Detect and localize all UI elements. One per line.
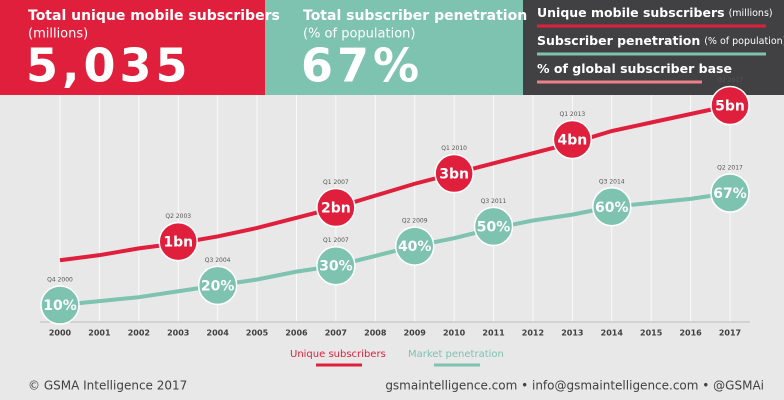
milestone-label: 60%: [595, 200, 629, 216]
milestone-label: 5bn: [715, 99, 745, 115]
panel-title: Total subscriber penetration: [303, 8, 527, 24]
key-label: Subscriber penetration (% of population): [537, 33, 784, 48]
milestone-period: Q4 2000: [47, 277, 73, 284]
key-unit: (% of population): [704, 36, 784, 47]
milestone-period: Q1 2013: [559, 111, 585, 118]
x-tick-label: 2002: [128, 329, 150, 338]
milestone-label: 67%: [713, 186, 747, 202]
milestone: [316, 245, 356, 286]
milestone-label: 50%: [477, 219, 511, 235]
milestone-period: Q3 2011: [481, 198, 507, 205]
x-tick-label: 2009: [404, 329, 427, 338]
x-tick-label: 2007: [325, 329, 347, 338]
milestone-label: 3bn: [439, 167, 469, 183]
milestone: [394, 226, 435, 266]
milestone: [710, 85, 750, 126]
x-tick-label: 2015: [640, 329, 663, 338]
milestone-period: Q2 2009: [402, 218, 428, 225]
milestone: [473, 206, 514, 247]
milestone: [592, 187, 632, 227]
key-name: % of global subscriber base: [537, 61, 732, 76]
key-name: Unique mobile subscribers: [537, 5, 725, 20]
legend-label: Unique subscribers: [290, 349, 386, 360]
milestone: [158, 221, 198, 262]
x-tick-label: 2012: [522, 329, 544, 338]
milestone-label: 40%: [398, 239, 432, 255]
panel-unit: (millions): [28, 27, 88, 42]
milestone-period: Q3 2004: [205, 257, 231, 264]
milestone: [710, 173, 750, 213]
milestone-label: 1bn: [163, 235, 193, 251]
key-unit: (millions): [729, 8, 773, 19]
x-tick-label: 2017: [719, 329, 741, 338]
milestone-label: 20%: [201, 278, 235, 294]
milestone-label: 2bn: [321, 201, 351, 217]
x-tick-label: 2000: [49, 329, 72, 338]
x-tick-label: 2010: [443, 329, 466, 338]
penetration-panel: [265, 0, 523, 95]
milestone: [552, 119, 593, 160]
x-tick-label: 2016: [679, 329, 702, 338]
plot: 2000 2001 2002 2003 2004 2005 2006 2007 2008 2009…: [40, 77, 750, 367]
milestone-period: Q1 2010: [441, 145, 467, 152]
milestone-label: 10%: [43, 298, 77, 314]
x-tick-label: 2004: [207, 329, 230, 338]
milestone: [197, 265, 238, 306]
x-tick-label: 2005: [246, 329, 269, 338]
x-tick-label: 2008: [364, 329, 387, 338]
key-label: Unique mobile subscribers (millions): [537, 5, 773, 20]
x-tick-label: 2013: [561, 329, 583, 338]
milestone-period: Q1 2007: [323, 179, 349, 186]
subscribers-panel: [0, 0, 265, 95]
milestone-label: 30%: [319, 259, 353, 275]
x-tick-label: 2003: [167, 329, 189, 338]
x-tick-label: 2011: [482, 329, 505, 338]
key-label: % of global subscriber base: [537, 61, 732, 76]
big-number: 67%: [301, 39, 423, 93]
panel-title: Total unique mobile subscribers: [28, 8, 280, 24]
milestone-period: Q3 2014: [599, 178, 625, 185]
milestone: [316, 187, 356, 228]
key-panel: [523, 0, 784, 95]
milestone: [40, 285, 80, 325]
milestone-period: Q2 2017: [717, 165, 743, 172]
key-name: Subscriber penetration: [537, 33, 700, 48]
milestone-period: Q2 2017: [717, 77, 743, 84]
milestone: [434, 153, 474, 194]
milestone-label: 4bn: [557, 133, 587, 149]
big-number: 5,035: [26, 39, 192, 93]
copyright: © GSMA Intelligence 2017: [28, 379, 187, 393]
milestone-period: Q2 2003: [165, 213, 191, 220]
x-tick-label: 2001: [88, 329, 111, 338]
header-text: Total unique mobile subscribers (million…: [26, 8, 527, 93]
milestone-period: Q1 2007: [323, 237, 349, 244]
x-tick-label: 2006: [285, 329, 308, 338]
panel-unit: (% of population): [303, 27, 415, 42]
key: Unique mobile subscribers (millions) Subsc…: [537, 5, 784, 84]
contact: gsmaintelligence.com • info@gsmaintellig…: [385, 379, 764, 393]
x-tick-label: 2014: [601, 329, 624, 338]
legend-label: Market penetration: [408, 349, 504, 360]
